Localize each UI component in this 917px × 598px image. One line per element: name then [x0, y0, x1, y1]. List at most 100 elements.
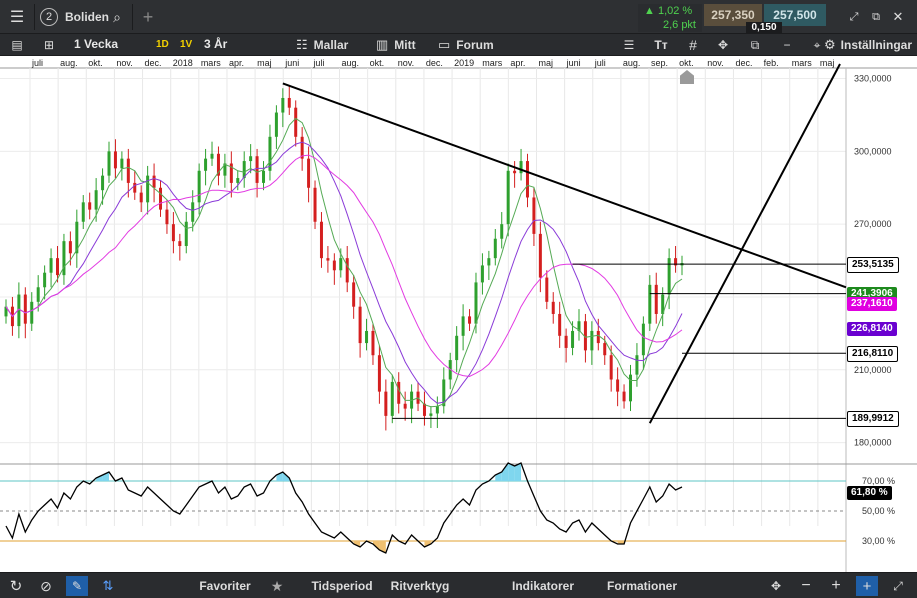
search-icon[interactable]: ⌕	[113, 8, 121, 25]
candle-body	[133, 182, 137, 193]
candle-body	[210, 153, 214, 159]
candle-body	[596, 330, 600, 344]
formations-button[interactable]: Formationer	[594, 576, 690, 596]
candle-body	[538, 233, 542, 278]
target-icon[interactable]: ⌖	[813, 37, 821, 52]
candle-body	[558, 313, 562, 336]
expand-icon[interactable]: ⤢	[849, 10, 859, 23]
instrument-selector[interactable]: 2 Boliden	[40, 6, 136, 28]
settings-button[interactable]: ⚙ Inställningar	[816, 36, 912, 54]
x-tick-label: mars	[201, 58, 221, 68]
crosshair-tool-icon[interactable]: ✥	[717, 38, 729, 52]
candle-body	[326, 258, 330, 261]
top-bar: ☰ 2 Boliden ⌕ + ▲ 1,02 % 2,6 pkt 257,350…	[0, 0, 917, 34]
scroll-marker-icon[interactable]	[680, 70, 694, 84]
candle-body	[313, 187, 317, 222]
gear-icon: ⚙	[824, 37, 836, 52]
rsi-overbought-fill	[96, 475, 103, 481]
move-icon[interactable]: ✥	[770, 579, 782, 593]
candle-body	[641, 323, 645, 356]
candle-body	[274, 112, 278, 137]
price-label-ma-mid: 226,8140	[847, 321, 897, 336]
x-tick-label: feb.	[764, 58, 779, 68]
refresh-icon[interactable]: ↻	[9, 578, 23, 595]
candle-body	[75, 221, 79, 254]
zoom-out-icon[interactable]: −	[783, 38, 791, 52]
x-tick-label: juni	[284, 58, 299, 68]
zoom-out-button[interactable]: −	[801, 577, 811, 594]
grid-icon[interactable]: #	[689, 37, 697, 53]
crosshair-button[interactable]: +	[856, 576, 878, 596]
price-label-support: 216,8110	[847, 346, 899, 363]
candle-body	[36, 287, 40, 302]
candle-body	[43, 272, 47, 288]
rsi-tick-label: 50,00 %	[862, 506, 895, 516]
hamburger-icon: ☰	[9, 9, 25, 26]
templates-label: Mallar	[313, 38, 349, 52]
candle-body	[442, 379, 446, 407]
fullscreen-icon[interactable]: ⤢	[893, 578, 903, 593]
candle-body	[506, 170, 510, 225]
candle-body	[532, 197, 536, 234]
range-selector[interactable]: 3 År	[204, 37, 228, 51]
candle-body	[461, 316, 465, 336]
drawing-tools-button[interactable]: Ritverktyg	[384, 576, 456, 596]
menu-button[interactable]: ☰	[0, 0, 34, 34]
zoom-in-button[interactable]: +	[831, 577, 841, 594]
sell-price-button[interactable]: 257,350	[704, 4, 762, 26]
interval-1d-button[interactable]: 1D	[156, 39, 169, 50]
buy-price-button[interactable]: 257,500	[764, 4, 826, 26]
candle-body	[352, 282, 356, 307]
price-label-resistance: 253,5135	[847, 257, 899, 274]
layout-grid-icon[interactable]: ⊞	[43, 38, 55, 52]
list-icon[interactable]: ▤	[11, 38, 23, 52]
indicators-button[interactable]: Indikatorer	[504, 576, 582, 596]
add-tab-button[interactable]: +	[142, 6, 154, 27]
candle-body	[654, 284, 658, 314]
center-button[interactable]: ▥ Mitt	[376, 36, 432, 54]
instrument-badge: 2	[40, 8, 58, 26]
candle-body	[435, 406, 439, 414]
period-selector[interactable]: 1 Vecka	[74, 37, 119, 51]
candle-body	[577, 321, 581, 331]
candle-body	[339, 258, 343, 271]
candle-body	[249, 156, 253, 162]
candle-body	[62, 241, 66, 276]
change-percent: 1,02 %	[657, 5, 693, 17]
x-tick-label: juli	[594, 58, 606, 68]
candle-body	[622, 391, 626, 402]
price-chart[interactable]: 330,0000300,0000270,0000240,0000210,0000…	[0, 56, 917, 572]
star-icon[interactable]: ★	[270, 577, 284, 594]
candle-body	[397, 381, 401, 404]
x-tick-label: maj	[257, 58, 272, 68]
rsi-tick-label: 30,00 %	[862, 536, 895, 546]
candle-body	[468, 316, 472, 324]
candle-body	[49, 258, 53, 273]
templates-button[interactable]: ☷ Mallar	[296, 36, 366, 54]
ruler-icon[interactable]: ☰	[623, 38, 635, 52]
candle-body	[197, 170, 201, 203]
close-icon[interactable]: ✕	[892, 9, 904, 24]
screenshot-icon[interactable]: ⧉	[750, 37, 760, 52]
period-button[interactable]: Tidsperiod	[306, 576, 378, 596]
draw-pencil-icon[interactable]: ✎	[66, 576, 88, 596]
candle-body	[616, 379, 620, 392]
sort-icon[interactable]: ⇅	[102, 578, 114, 593]
x-tick-label: 2018	[173, 58, 193, 68]
x-tick-label: dec.	[145, 58, 162, 68]
x-tick-label: maj	[538, 58, 553, 68]
candle-body	[262, 170, 266, 183]
popout-icon[interactable]: ⧉	[872, 10, 880, 23]
candle-body	[513, 170, 517, 174]
chart-area[interactable]: 330,0000300,0000270,0000240,0000210,0000…	[0, 56, 917, 572]
candle-body	[628, 374, 632, 402]
x-tick-label: juli	[312, 58, 324, 68]
ma-short-line	[5, 117, 683, 408]
text-size-icon[interactable]: Tт	[654, 38, 668, 52]
favorites-button[interactable]: Favoriter	[192, 576, 258, 596]
interval-1v-button[interactable]: 1V	[180, 39, 193, 50]
candle-body	[178, 241, 182, 247]
support-trendline	[648, 63, 841, 424]
forum-button[interactable]: ▭ Forum	[438, 36, 498, 54]
block-icon[interactable]: ⊘	[40, 577, 52, 594]
